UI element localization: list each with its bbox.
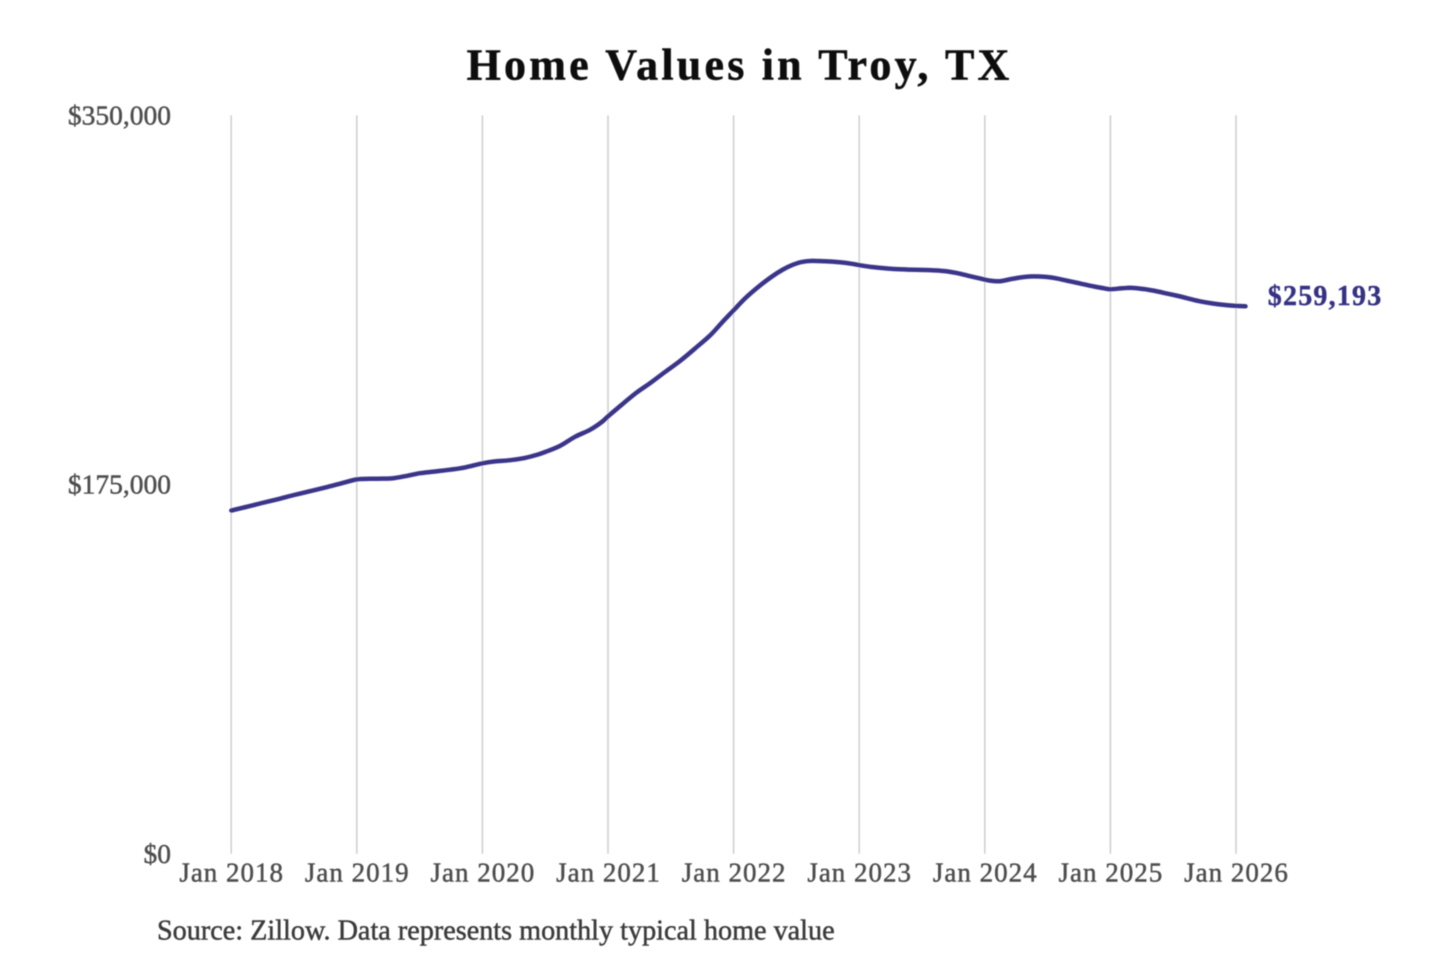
- svg-text:$259,193: $259,193: [1268, 281, 1383, 312]
- svg-text:Source: Zillow. Data represent: Source: Zillow. Data represents monthly …: [157, 916, 835, 947]
- svg-text:Jan 2024: Jan 2024: [933, 858, 1038, 888]
- svg-text:Jan 2018: Jan 2018: [179, 858, 284, 888]
- svg-text:$0: $0: [144, 838, 172, 869]
- svg-text:Jan 2021: Jan 2021: [556, 858, 661, 888]
- svg-text:Jan 2025: Jan 2025: [1059, 858, 1164, 888]
- svg-text:Jan 2022: Jan 2022: [682, 858, 787, 888]
- svg-text:$350,000: $350,000: [68, 100, 171, 131]
- svg-text:Jan 2020: Jan 2020: [431, 858, 536, 888]
- svg-text:Jan 2023: Jan 2023: [807, 858, 912, 888]
- svg-text:Jan 2026: Jan 2026: [1184, 858, 1289, 888]
- svg-text:Jan 2019: Jan 2019: [305, 858, 410, 888]
- svg-text:$175,000: $175,000: [68, 469, 171, 500]
- svg-text:Home Values in Troy, TX: Home Values in Troy, TX: [467, 41, 1013, 90]
